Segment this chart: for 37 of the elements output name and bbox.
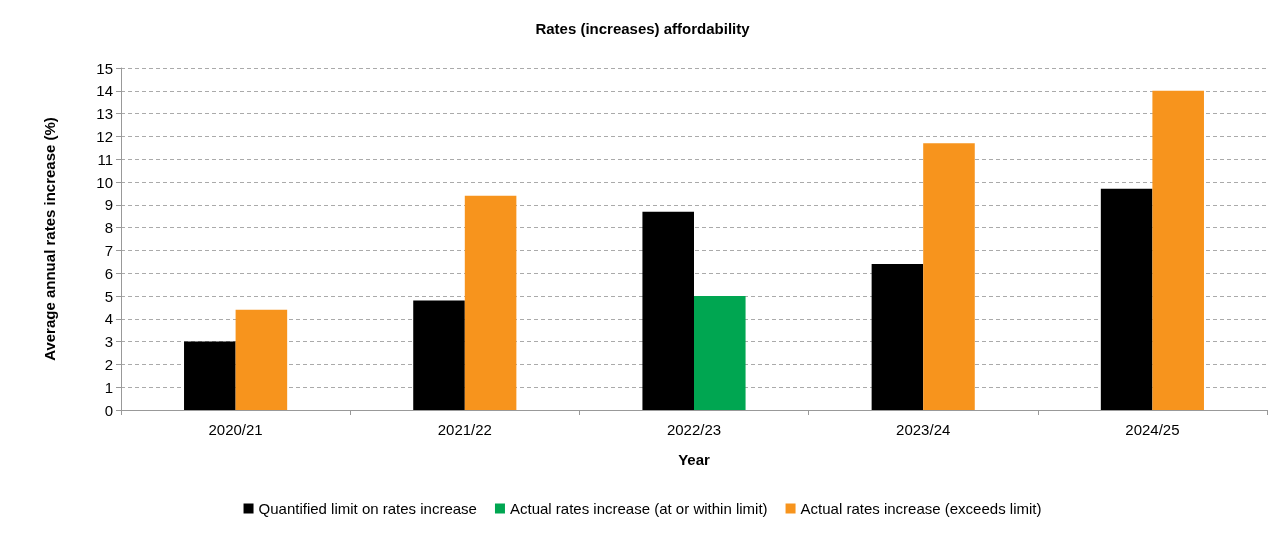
bar: [235, 309, 288, 410]
y-tick-label: 2: [104, 355, 113, 373]
x-axis-title: Year: [678, 451, 711, 468]
x-tick-label: 2023/24: [896, 421, 951, 438]
bar: [1100, 188, 1153, 410]
bar: [184, 341, 236, 410]
legend-label: Actual rates increase (at or within limit): [509, 500, 768, 517]
y-tick-label: 8: [104, 219, 113, 237]
x-tick-label: 2024/25: [1125, 421, 1180, 438]
bar: [923, 143, 975, 410]
y-tick-label: 4: [104, 310, 113, 328]
chart-title: Rates (increases) affordability: [535, 20, 751, 37]
x-tick-label: 2020/21: [208, 421, 263, 438]
y-tick-label: 3: [104, 333, 113, 351]
y-tick-label: 0: [104, 401, 113, 419]
bar: [1152, 90, 1204, 410]
y-tick-label: 9: [104, 196, 113, 214]
y-tick-label: 10: [96, 173, 113, 191]
y-tick-label: 1: [104, 378, 113, 396]
y-tick-label: 12: [96, 127, 113, 145]
y-axis-title: Average annual rates increase (%): [40, 117, 58, 361]
y-tick-label: 5: [104, 287, 113, 305]
bar: [464, 195, 517, 410]
bar: [871, 264, 924, 410]
x-tick-label: 2021/22: [437, 421, 492, 438]
y-tick-label: 6: [104, 264, 113, 282]
y-tick-label: 11: [97, 150, 113, 168]
legend-label: Quantified limit on rates increase: [258, 500, 477, 517]
x-tick-label: 2022/23: [666, 421, 722, 438]
bar: [694, 296, 746, 410]
bar: [642, 211, 694, 410]
y-tick-label: 14: [96, 82, 113, 100]
y-tick-label: 7: [104, 241, 113, 259]
y-tick-label: 15: [96, 59, 113, 77]
bar: [413, 300, 465, 410]
legend-label: Actual rates increase (exceeds limit): [800, 500, 1042, 517]
y-tick-label: 13: [96, 105, 113, 123]
